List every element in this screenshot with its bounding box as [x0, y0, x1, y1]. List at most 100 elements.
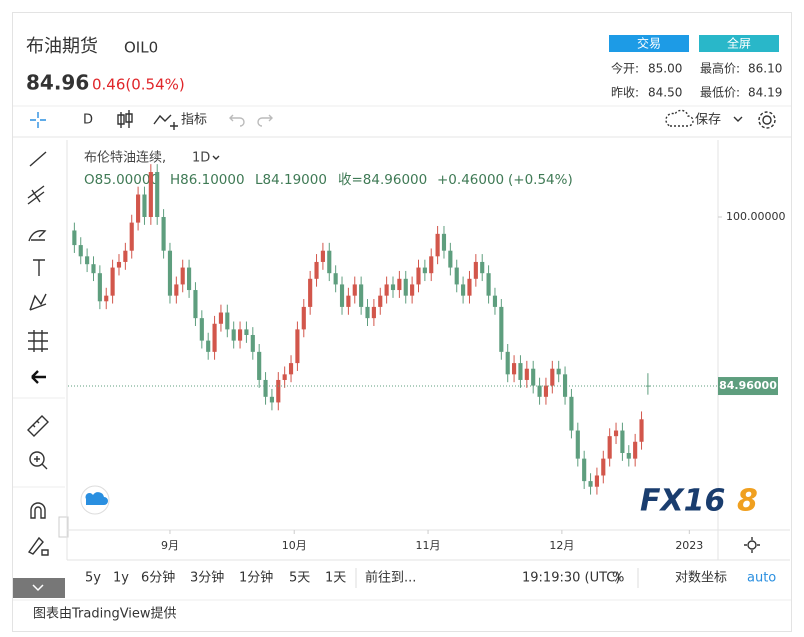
candle-body: [257, 351, 262, 380]
candle-body: [543, 385, 549, 397]
candle-body: [78, 245, 83, 257]
range-button[interactable]: 5y: [85, 571, 101, 586]
settings-icon-ring[interactable]: [758, 111, 776, 129]
cloud-icon[interactable]: [665, 109, 694, 127]
text-tool[interactable]: [33, 259, 45, 276]
candle-body: [123, 250, 128, 262]
candle-body: [524, 368, 529, 380]
candle-body: [505, 351, 510, 375]
candle-body: [397, 278, 402, 291]
candle-body: [263, 379, 268, 397]
stat-value: 84.19: [748, 86, 782, 100]
candle-body: [550, 368, 555, 386]
candle-body: [486, 273, 491, 296]
candle-body: [512, 363, 517, 375]
stat-label: 最低价:: [700, 86, 740, 100]
stat-value: 85.00: [648, 62, 682, 76]
watermark-text: FX16: [640, 484, 725, 519]
candle-body: [295, 329, 300, 364]
candle-body: [454, 267, 459, 285]
forecast-tool[interactable]: [28, 330, 48, 352]
candle-body: [582, 458, 587, 482]
range-button[interactable]: 5天: [289, 571, 310, 586]
axis-settings-rays[interactable]: [744, 537, 760, 553]
range-button[interactable]: 1分钟: [239, 570, 273, 586]
range-button[interactable]: 3分钟: [190, 570, 224, 586]
candle-body: [416, 267, 421, 285]
candle-body: [518, 363, 523, 380]
pattern-tool[interactable]: [29, 293, 47, 311]
dropdown-icon[interactable]: [733, 116, 743, 122]
percent[interactable]: %: [612, 571, 624, 586]
lock-tool[interactable]: [27, 536, 49, 556]
x-tick-label: 11月: [416, 539, 441, 552]
crosshair-icon[interactable]: [30, 112, 46, 128]
candle-body: [308, 278, 313, 307]
candle-body: [594, 475, 599, 487]
candle-body: [359, 284, 364, 307]
footer: 图表由TradingView提供: [33, 606, 177, 622]
x-tick-label: 2023: [675, 539, 703, 552]
candle-body: [110, 267, 115, 296]
candle-body: [314, 261, 319, 279]
candle-body: [155, 172, 160, 217]
candle-body: [91, 264, 96, 274]
candle-body: [480, 261, 485, 274]
candle-body: [492, 295, 498, 307]
axis-settings[interactable]: [747, 540, 757, 550]
candle-body: [174, 284, 179, 296]
candle-body: [410, 284, 415, 296]
range-button[interactable]: 6分钟: [141, 570, 175, 586]
candle-body: [448, 250, 453, 268]
fullscreen-label[interactable]: 全屏: [727, 36, 751, 51]
auto-scale[interactable]: auto: [747, 571, 776, 586]
candle-body: [206, 340, 211, 352]
legend-dropdown[interactable]: [212, 155, 220, 160]
fullscreen-button[interactable]: [699, 35, 779, 52]
interval[interactable]: D: [83, 113, 93, 128]
goto-date[interactable]: 前往到...: [365, 570, 416, 586]
watermark-text: 8: [737, 484, 758, 519]
candle-body: [575, 430, 580, 459]
settings-icon[interactable]: [762, 115, 772, 125]
code: OIL0: [124, 39, 158, 57]
zoom-tool-plus[interactable]: [34, 456, 48, 470]
last-price-label: 84.96000: [719, 379, 777, 392]
log-scale[interactable]: 对数坐标: [675, 571, 727, 586]
candle-body: [626, 453, 631, 459]
candle-body: [250, 335, 255, 352]
candle-body: [161, 216, 166, 251]
magnet-tool[interactable]: [30, 502, 46, 519]
candle-body: [403, 278, 408, 296]
trade-button[interactable]: [609, 35, 689, 52]
candle-body: [390, 284, 396, 291]
undo-redo-icons[interactable]: [229, 114, 273, 127]
brush-tool[interactable]: [28, 230, 47, 242]
indicators[interactable]: 指标: [181, 113, 207, 128]
save[interactable]: 保存: [695, 113, 721, 128]
ruler-tool[interactable]: [27, 415, 49, 437]
fib-tool[interactable]: [27, 185, 45, 205]
line-tool[interactable]: [29, 151, 47, 167]
candle-body: [473, 261, 478, 279]
indicator-icon[interactable]: [153, 114, 178, 130]
zoom-tool[interactable]: [29, 451, 45, 467]
stat-value: 86.10: [748, 62, 782, 76]
candle-body: [231, 329, 236, 341]
candle-body: [199, 318, 204, 341]
range-button[interactable]: 1天: [325, 571, 346, 586]
stat-label: 昨收:: [611, 86, 639, 100]
chart-type-icon[interactable]: [117, 110, 133, 128]
candle-body: [225, 312, 230, 330]
candle-body: [129, 222, 134, 251]
back-tool[interactable]: [31, 370, 46, 384]
candle-body: [116, 261, 122, 268]
candle-body: [562, 374, 568, 397]
collapse-tab[interactable]: [58, 516, 69, 538]
candle-body: [104, 295, 109, 302]
range-button[interactable]: 1y: [113, 571, 129, 586]
candle-body: [136, 194, 141, 223]
trade-label[interactable]: 交易: [637, 36, 661, 51]
candle-body: [639, 419, 644, 442]
